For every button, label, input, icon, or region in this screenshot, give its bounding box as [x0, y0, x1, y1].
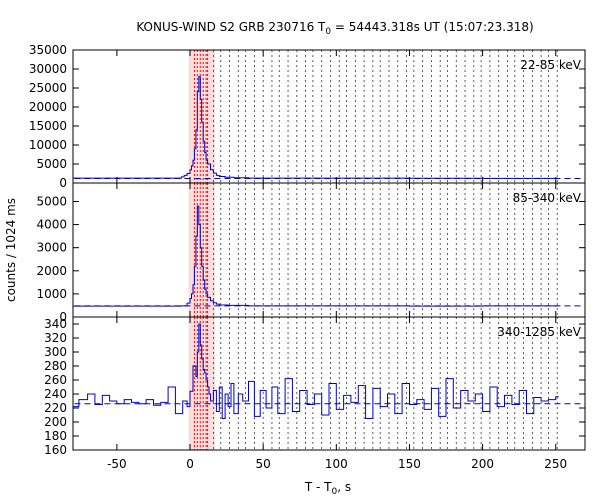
panels-layer: 0500010000150002000025000300003500022-85…: [29, 43, 586, 457]
y-tick-label: 2000: [36, 264, 67, 278]
y-tick-label: 25000: [29, 81, 67, 95]
x-axis: -50 0 50 100 150 200 250: [107, 457, 567, 471]
chart-title-subscript: 0: [325, 27, 331, 37]
y-tick-label: 0: [59, 176, 67, 190]
energy-band-label: 85-340 keV: [513, 191, 582, 205]
y-tick-label: 3000: [36, 241, 67, 255]
x-axis-label-prefix: T - T: [304, 480, 332, 494]
x-tick-label: 250: [544, 457, 567, 471]
y-tick-label: 5000: [36, 194, 67, 208]
chart-title-prefix: KONUS-WIND S2 GRB 230716 T: [136, 20, 326, 34]
y-tick-label: 240: [44, 387, 67, 401]
energy-band-label: 340-1285 keV: [497, 325, 581, 339]
y-tick-label: 30000: [29, 62, 67, 76]
x-axis-label: T - T0, s: [304, 480, 351, 497]
x-tick-label: 100: [325, 457, 348, 471]
y-tick-label: 20000: [29, 100, 67, 114]
y-tick-label: 200: [44, 415, 67, 429]
energy-band-label: 22-85 keV: [520, 58, 582, 72]
light-curve: [73, 76, 559, 179]
x-tick-label: 0: [186, 457, 194, 471]
x-axis-label-subscript: 0: [332, 487, 338, 497]
y-tick-label: 180: [44, 429, 67, 443]
x-tick-label: -50: [107, 457, 127, 471]
x-axis-label-suffix: , s: [337, 480, 351, 494]
y-tick-label: 220: [44, 401, 67, 415]
y-tick-label: 15000: [29, 119, 67, 133]
y-tick-label: 0: [59, 310, 67, 324]
y-tick-label: 280: [44, 359, 67, 373]
panel-1: 0 1000 2000 3000 4000 5000 85-340 keV: [36, 182, 586, 324]
chart-title: KONUS-WIND S2 GRB 230716 T0 = 54443.318s…: [136, 20, 533, 37]
light-curve: [73, 205, 559, 307]
chart-title-suffix: = 54443.318s UT (15:07:23.318): [331, 20, 534, 34]
panel-frame: [72, 49, 586, 184]
y-tick-label: 260: [44, 373, 67, 387]
y-tick-label: 4000: [36, 218, 67, 232]
y-tick-label: 5000: [36, 157, 67, 171]
x-tick-label: 200: [471, 457, 494, 471]
panel-frame: [72, 316, 586, 451]
x-tick-label: 150: [398, 457, 421, 471]
panel-frame: [72, 182, 586, 318]
panel-0: 0 5000 10000 15000 20000 25000 30000 35000 22-85…: [29, 43, 586, 190]
y-tick-label: 320: [44, 331, 67, 345]
y-tick-label: 160: [44, 443, 67, 457]
y-tick-label: 300: [44, 345, 67, 359]
light-curve: [73, 323, 559, 419]
y-tick-label: 1000: [36, 287, 67, 301]
y-tick-label: 10000: [29, 138, 67, 152]
x-tick-label: 50: [256, 457, 271, 471]
y-tick-label: 340: [44, 317, 67, 331]
y-axis-label: counts / 1024 ms: [4, 198, 18, 302]
y-tick-label: 35000: [29, 43, 67, 57]
